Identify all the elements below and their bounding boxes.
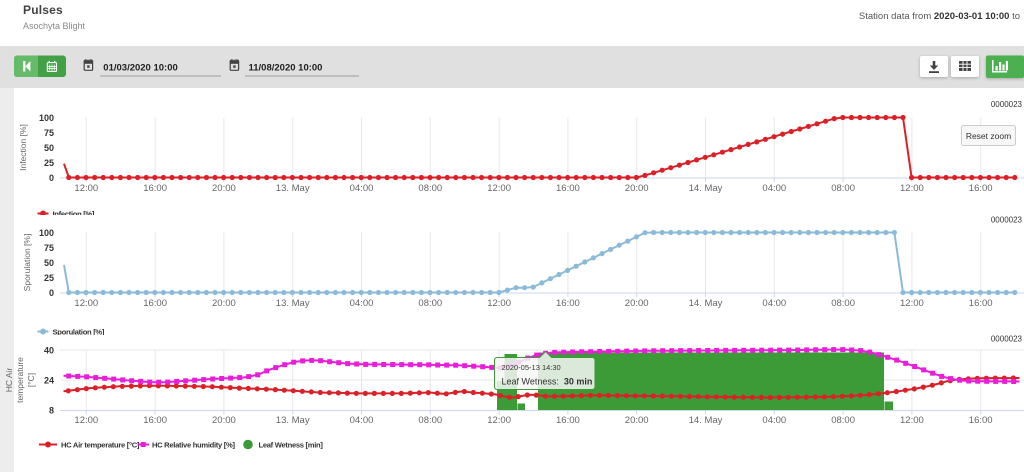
svg-text:16:00: 16:00 (556, 415, 580, 426)
svg-text:12:00: 12:00 (487, 415, 511, 426)
svg-text:100: 100 (39, 228, 54, 238)
svg-text:04:00: 04:00 (350, 415, 374, 426)
svg-text:01/03/2020 10:00: 01/03/2020 10:00 (103, 62, 177, 73)
svg-text:20:00: 20:00 (212, 415, 236, 426)
svg-text:16:00: 16:00 (556, 183, 580, 194)
svg-text:Leaf Wetness: 30 min: Leaf Wetness: 30 min (502, 376, 593, 386)
svg-text:04:00: 04:00 (762, 415, 786, 426)
svg-text:25: 25 (44, 273, 54, 283)
svg-text:0000023: 0000023 (991, 216, 1023, 225)
svg-text:0000023: 0000023 (991, 335, 1023, 344)
svg-text:14. May: 14. May (689, 415, 723, 426)
svg-text:14. May: 14. May (689, 298, 723, 309)
svg-text:12:00: 12:00 (900, 298, 924, 309)
svg-text:Leaf Wetness [min]: Leaf Wetness [min] (259, 440, 324, 449)
svg-text:8: 8 (49, 406, 54, 416)
svg-text:HC Relative humidity [%]: HC Relative humidity [%] (152, 440, 235, 449)
svg-text:12:00: 12:00 (74, 415, 98, 426)
svg-text:100: 100 (39, 113, 54, 123)
svg-text:16:00: 16:00 (556, 298, 580, 309)
svg-text:25: 25 (44, 158, 54, 168)
svg-text:04:00: 04:00 (350, 298, 374, 309)
svg-text:temperature: temperature (15, 357, 25, 403)
svg-text:12:00: 12:00 (74, 298, 98, 309)
svg-text:Reset zoom: Reset zoom (966, 131, 1011, 141)
svg-text:24: 24 (44, 376, 54, 386)
svg-text:16:00: 16:00 (969, 415, 993, 426)
svg-text:04:00: 04:00 (762, 298, 786, 309)
svg-text:20:00: 20:00 (625, 298, 649, 309)
svg-text:11/08/2020 10:00: 11/08/2020 10:00 (249, 62, 323, 73)
svg-text:75: 75 (44, 128, 54, 138)
svg-text:HC Air temperature [°C]: HC Air temperature [°C] (61, 440, 140, 449)
svg-text:16:00: 16:00 (969, 183, 993, 194)
svg-text:0: 0 (49, 288, 54, 298)
svg-text:14. May: 14. May (689, 183, 723, 194)
svg-text:20:00: 20:00 (212, 183, 236, 194)
svg-text:16:00: 16:00 (969, 298, 993, 309)
svg-text:40: 40 (44, 346, 54, 356)
svg-text:20:00: 20:00 (212, 298, 236, 309)
svg-text:08:00: 08:00 (418, 298, 442, 309)
svg-text:Infection [%]: Infection [%] (53, 209, 95, 215)
svg-text:0: 0 (49, 173, 54, 183)
svg-text:08:00: 08:00 (418, 183, 442, 194)
svg-text:16:00: 16:00 (143, 183, 167, 194)
svg-text:08:00: 08:00 (831, 415, 855, 426)
svg-text:50: 50 (44, 143, 54, 153)
svg-text:20:00: 20:00 (625, 183, 649, 194)
svg-text:50: 50 (44, 258, 54, 268)
svg-text:08:00: 08:00 (831, 298, 855, 309)
svg-text:2020-05-13 14:30: 2020-05-13 14:30 (502, 363, 561, 372)
svg-text:13. May: 13. May (276, 183, 310, 194)
svg-text:0000023: 0000023 (991, 100, 1023, 109)
svg-text:Sporulation [%]: Sporulation [%] (53, 327, 105, 335)
svg-text:HC Air: HC Air (4, 368, 14, 393)
svg-text:Sporulation [%]: Sporulation [%] (22, 234, 32, 292)
svg-text:16:00: 16:00 (143, 298, 167, 309)
svg-text:08:00: 08:00 (831, 183, 855, 194)
svg-text:12:00: 12:00 (487, 298, 511, 309)
svg-text:75: 75 (44, 243, 54, 253)
svg-text:Infection [%]: Infection [%] (18, 124, 28, 171)
svg-text:20:00: 20:00 (625, 415, 649, 426)
svg-text:12:00: 12:00 (900, 183, 924, 194)
svg-text:13. May: 13. May (276, 298, 310, 309)
svg-text:[°C]: [°C] (26, 373, 36, 387)
svg-text:04:00: 04:00 (350, 183, 374, 194)
svg-text:16:00: 16:00 (143, 415, 167, 426)
svg-text:08:00: 08:00 (418, 415, 442, 426)
svg-text:12:00: 12:00 (487, 183, 511, 194)
svg-text:12:00: 12:00 (900, 415, 924, 426)
svg-text:04:00: 04:00 (762, 183, 786, 194)
svg-text:12:00: 12:00 (74, 183, 98, 194)
svg-text:13. May: 13. May (276, 415, 310, 426)
